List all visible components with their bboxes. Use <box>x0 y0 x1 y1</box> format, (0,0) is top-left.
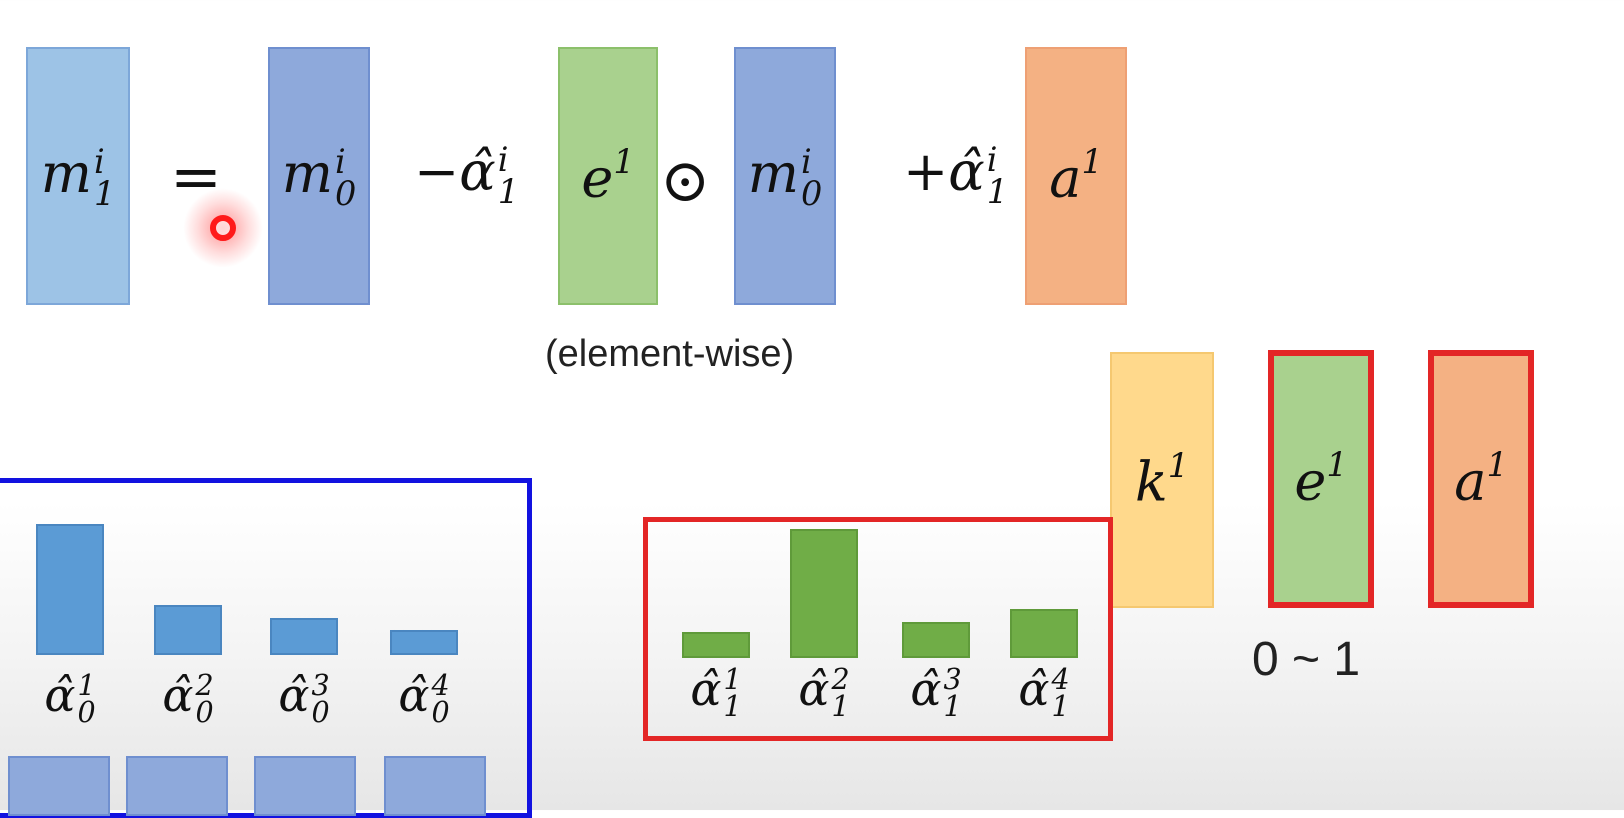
erase-range-label: 0 ~ 1 <box>1252 633 1361 686</box>
attention_old-bar-3 <box>270 618 338 655</box>
e1-symbol: e1 <box>581 142 635 210</box>
attention_new-label-3: α̂ 3 1 <box>910 662 962 723</box>
memory-slot-3 <box>254 756 356 816</box>
e1-symbol-right: e1 <box>1294 445 1348 513</box>
add-a1-vector: a1 <box>1025 47 1127 305</box>
a1-symbol-right: a1 <box>1454 445 1508 513</box>
attention_new-label-1: α̂ 1 1 <box>690 662 742 723</box>
attention_new-bar-4 <box>1010 609 1078 658</box>
attention_old-bar-4 <box>390 630 458 655</box>
elementwise-product-icon: ⊙ <box>660 146 711 216</box>
attention_old-label-4: α̂ 4 0 <box>398 668 450 729</box>
new-attention-frame <box>643 517 1113 741</box>
add-a1-highlighted-vector: a1 <box>1428 350 1534 608</box>
attention_new-label-2: α̂ 2 1 <box>798 662 850 723</box>
memory-slot-4 <box>384 756 486 816</box>
erase-e1-highlighted-vector: e1 <box>1268 350 1374 608</box>
attention_old-label-3: α̂ 3 0 <box>278 668 330 729</box>
erase-e1-vector: e1 <box>558 47 658 305</box>
attention_new-bar-2 <box>790 529 858 658</box>
elementwise-note: (element-wise) <box>545 333 795 375</box>
k1-symbol: k1 <box>1134 446 1190 514</box>
attention_old-bar-1 <box>36 524 104 655</box>
attention_new-bar-1 <box>682 632 750 658</box>
attention_old-label-1: α̂ 1 0 <box>44 668 96 729</box>
a1-symbol: a1 <box>1049 142 1103 210</box>
attention_old-bar-2 <box>154 605 222 655</box>
plus-alpha-coefficient: +α̂ i 1 <box>903 140 1009 211</box>
memory-slot-1 <box>8 756 110 816</box>
minus-alpha-coefficient: −α̂ i 1 <box>414 140 520 211</box>
attention_old-label-2: α̂ 2 0 <box>162 668 214 729</box>
memory-slot-2 <box>126 756 228 816</box>
cursor-icon <box>210 215 236 241</box>
key-k1-vector: k1 <box>1110 352 1214 608</box>
attention_new-bar-3 <box>902 622 970 658</box>
attention_new-label-4: α̂ 4 1 <box>1018 662 1070 723</box>
